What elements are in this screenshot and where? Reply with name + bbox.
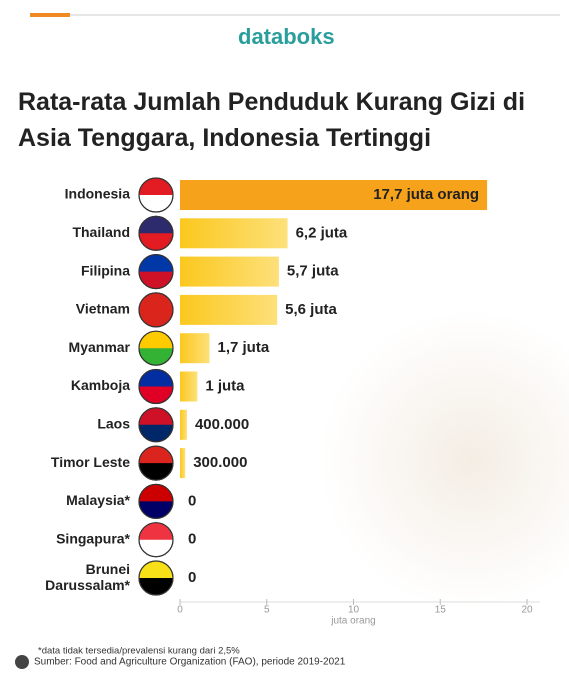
flag (139, 407, 173, 425)
category-label: Malaysia* (66, 492, 130, 508)
category-label: Thailand (72, 224, 130, 240)
x-tick-label: 0 (177, 605, 183, 616)
x-axis-label: juta orang (330, 616, 375, 627)
value-label: 0 (188, 531, 196, 548)
bar (180, 371, 198, 402)
x-tick-label: 20 (521, 605, 533, 616)
source: Sumber: Food and Agriculture Organizatio… (34, 657, 346, 668)
value-label: 400.000 (195, 416, 249, 433)
value-label: 5,7 juta (287, 263, 339, 280)
bar (180, 448, 186, 479)
value-label: 5,6 juta (285, 301, 337, 318)
category-label: Vietnam (76, 301, 130, 317)
flag-rim (138, 215, 174, 251)
category-label: Laos (97, 416, 130, 432)
bar (180, 180, 488, 210)
flag-rim (138, 330, 174, 366)
flag-rim (138, 254, 174, 290)
flag-rim (138, 522, 174, 558)
value-label: 0 (188, 492, 196, 509)
category-label: Timor Leste (51, 454, 130, 470)
flag (139, 254, 173, 272)
bar (180, 256, 279, 287)
flag (139, 522, 173, 540)
footnote: *data tidak tersedia/prevalensi kurang d… (38, 646, 240, 657)
x-tick-label: 15 (435, 605, 447, 616)
bar (180, 218, 288, 249)
flag (139, 178, 173, 195)
flag (139, 446, 173, 464)
x-tick-label: 10 (348, 605, 360, 616)
category-label: Filipina (81, 262, 130, 278)
flag-rim (138, 445, 174, 481)
flag-rim (138, 407, 174, 443)
flag (139, 484, 173, 502)
flag-rim (138, 177, 174, 213)
value-label: 1,7 juta (217, 339, 269, 356)
source-icon (15, 655, 29, 669)
bar (180, 294, 278, 325)
x-tick-label: 5 (264, 605, 270, 616)
flag-rim (138, 483, 174, 519)
category-label: Myanmar (69, 339, 131, 355)
chart-title: Rata-rata Jumlah Penduduk Kurang Gizi di… (18, 88, 526, 152)
background-decor (320, 310, 569, 610)
flag (139, 216, 173, 234)
bar (180, 409, 187, 440)
value-label: 0 (188, 569, 196, 586)
flag (139, 561, 173, 578)
flag (139, 331, 173, 349)
bar (180, 333, 210, 364)
category-label: Indonesia (65, 186, 131, 202)
category-label: Singapura* (56, 530, 130, 546)
flag-rim (138, 292, 174, 328)
category-label: Kamboja (71, 377, 130, 393)
brand-logo: databoks (238, 24, 335, 49)
value-label: 1 juta (205, 377, 245, 394)
category-label: Brunei Darussalam* (45, 561, 130, 593)
flag-rim (138, 560, 174, 596)
value-label: 17,7 juta orang (373, 186, 479, 203)
value-label: 300.000 (193, 454, 247, 471)
flag (139, 369, 173, 387)
value-label: 6,2 juta (296, 224, 348, 241)
flag (139, 292, 173, 310)
flag-rim (138, 368, 174, 405)
